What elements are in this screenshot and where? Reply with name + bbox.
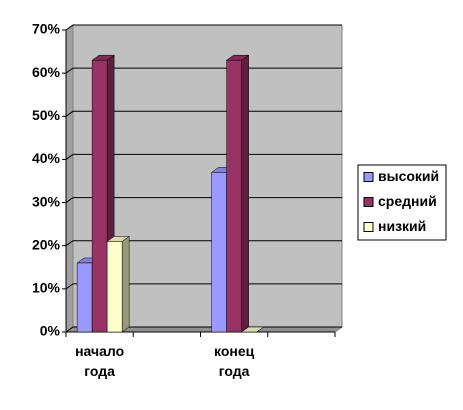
y-tick-label: 30%: [32, 193, 61, 209]
bar: [76, 262, 93, 333]
bar: [91, 59, 108, 333]
y-tick-label: 40%: [32, 150, 61, 166]
legend-label: низкий: [378, 218, 426, 234]
bar-top: [240, 326, 265, 333]
bar-side: [121, 235, 130, 333]
grid-line: [65, 110, 342, 117]
grid-line: [65, 240, 342, 247]
x-tick-label: начало года: [75, 343, 124, 379]
y-tick-label: 0%: [40, 323, 61, 339]
bar: [226, 59, 242, 333]
y-tick-label: 50%: [32, 107, 61, 123]
y-tick-label: 70%: [32, 21, 61, 37]
legend-label: высокий: [378, 168, 439, 184]
y-tick-label: 60%: [32, 64, 61, 80]
y-tick-label: 10%: [32, 280, 61, 296]
bar-side: [241, 54, 249, 333]
legend-swatch: [363, 197, 374, 207]
y-tick-label: 20%: [32, 236, 61, 252]
legend-swatch: [363, 172, 374, 182]
grid-line: [65, 67, 342, 74]
grid-line: [65, 283, 342, 290]
grid-line: [65, 24, 342, 31]
bar: [106, 241, 123, 333]
grid-line: [65, 197, 342, 203]
grid-line: [65, 153, 342, 160]
legend-label: средний: [378, 193, 437, 209]
legend-swatch: [363, 222, 374, 232]
x-tick-label: конец года: [214, 343, 255, 379]
bar: [211, 172, 227, 333]
